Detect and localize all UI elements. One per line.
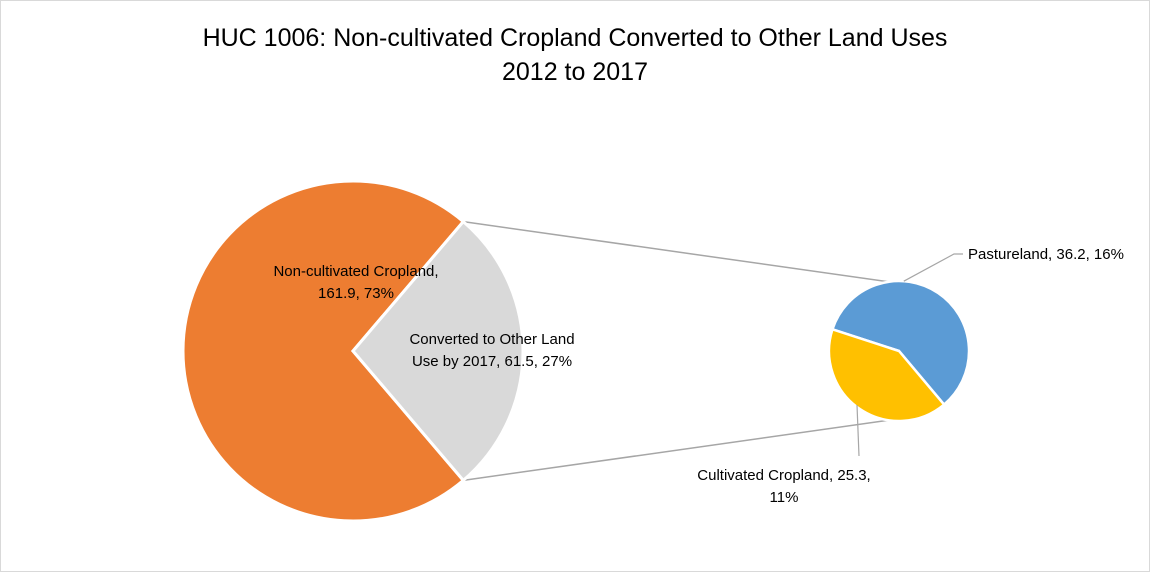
label-pastureland-line-1: Pastureland, 36.2, 16%: [968, 246, 1124, 263]
label-pastureland: Pastureland, 36.2, 16%: [968, 246, 1124, 263]
leader-lines: [856, 253, 963, 457]
data-labels: Non-cultivated Cropland, 161.9, 73% Conver…: [273, 246, 1124, 506]
label-cultivated-cropland-line-1: Cultivated Cropland, 25.3,: [697, 467, 870, 484]
leader-line-pastureland: [903, 253, 963, 282]
label-non-cultivated-cropland-line-1: Non-cultivated Cropland,: [273, 263, 438, 280]
slice-converted-to-other-land-use: [351, 219, 525, 483]
connector-line-top: [463, 220, 898, 284]
label-non-cultivated-cropland-line-2: 161.9, 73%: [318, 285, 394, 302]
slice-non-cultivated-cropland: [181, 179, 466, 523]
label-non-cultivated-cropland: Non-cultivated Cropland, 161.9, 73%: [273, 263, 438, 302]
label-converted-to-other-land-use: Converted to Other Land Use by 2017, 61.5…: [409, 331, 574, 370]
slice-cultivated-cropland: [827, 327, 946, 423]
chart-title-line-1: HUC 1006: Non-cultivated Cropland Conver…: [202, 24, 948, 52]
leader-line-cultivated-cropland: [856, 404, 860, 457]
connector-line-bottom: [463, 418, 898, 482]
slice-pastureland: [830, 279, 971, 407]
label-cultivated-cropland-line-2: 11%: [770, 489, 799, 506]
chart-title-line-2: 2012 to 2017: [502, 58, 648, 86]
connector-lines: [463, 220, 898, 482]
label-converted-to-other-land-use-line-1: Converted to Other Land: [409, 331, 574, 348]
secondary-pie: [827, 279, 971, 423]
chart-title: HUC 1006: Non-cultivated Cropland Conver…: [1, 21, 1149, 89]
label-converted-to-other-land-use-line-2: Use by 2017, 61.5, 27%: [412, 353, 572, 370]
label-cultivated-cropland: Cultivated Cropland, 25.3, 11%: [697, 467, 870, 506]
main-pie: [181, 179, 525, 523]
